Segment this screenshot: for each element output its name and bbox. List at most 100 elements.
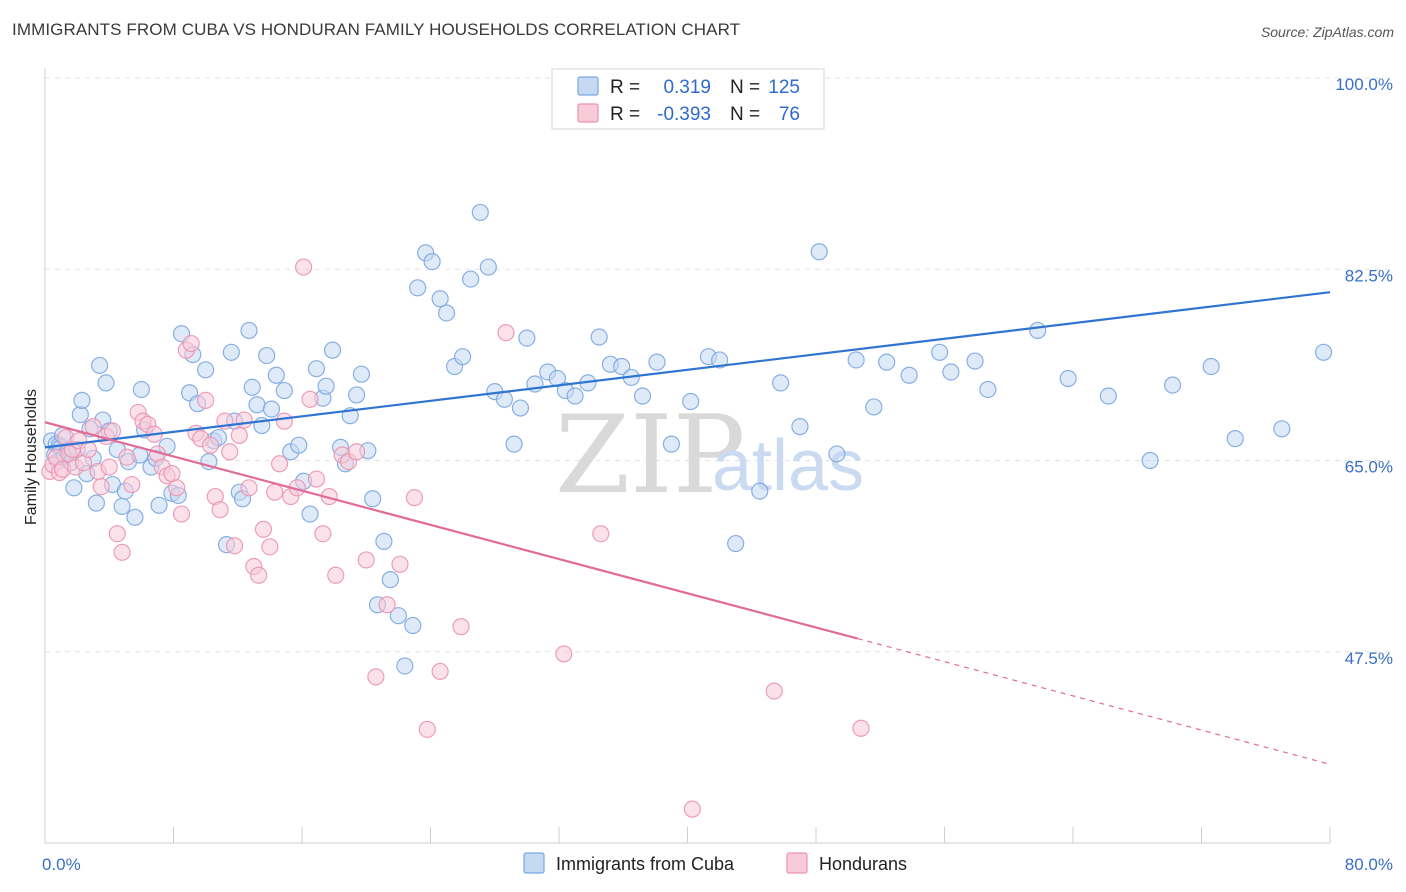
- cuba-data-point: [772, 374, 790, 392]
- cuba-data-point: [942, 363, 960, 381]
- watermark-atlas: atlas: [712, 426, 864, 506]
- cuba-data-point: [197, 361, 215, 379]
- cuba-data-point: [847, 351, 865, 369]
- honduran-data-point: [163, 465, 181, 483]
- cuba-data-point: [791, 418, 809, 436]
- honduran-data-point: [765, 682, 783, 700]
- cuba-data-point: [810, 243, 828, 261]
- legend-row-hondurans: R = -0.393 N = 76: [577, 103, 800, 125]
- trend-line-cuba: [44, 291, 1331, 449]
- cuba-data-point: [727, 534, 745, 553]
- cuba-data-point: [267, 366, 285, 384]
- legend-r-label: R =: [610, 77, 640, 98]
- cuba-data-point: [1163, 376, 1182, 394]
- cuba-data-point: [682, 392, 700, 411]
- legend-swatch-hondurans: [577, 103, 599, 123]
- bottom-legend: Immigrants from Cuba Hondurans: [523, 852, 907, 874]
- cuba-data-point: [409, 279, 427, 297]
- cuba-data-point: [979, 380, 997, 399]
- x-tick-label: 0.0%: [42, 855, 81, 874]
- legend-n-value: 125: [768, 77, 800, 98]
- cuba-data-point: [1029, 321, 1047, 340]
- watermark: ZIP atlas: [555, 393, 864, 518]
- honduran-data-point: [348, 443, 366, 461]
- gridlines: [45, 77, 1393, 653]
- honduran-data-point: [367, 668, 385, 686]
- cuba-data-point: [471, 203, 489, 222]
- cuba-data-point: [307, 360, 326, 378]
- honduran-data-point: [405, 489, 424, 507]
- honduran-data-point: [230, 426, 248, 444]
- legend-r-label: R =: [610, 104, 640, 125]
- cuba-data-point: [240, 321, 258, 340]
- cuba-data-point: [662, 435, 681, 453]
- cuba-data-point: [1226, 430, 1244, 448]
- honduran-data-point: [254, 520, 273, 538]
- data-points: [41, 203, 1333, 818]
- cuba-data-point: [511, 399, 530, 417]
- honduran-data-point: [497, 324, 515, 342]
- honduran-data-point: [431, 662, 449, 681]
- cuba-data-point: [865, 398, 883, 416]
- cuba-data-point: [87, 494, 106, 512]
- legend-r-value: -0.393: [657, 104, 711, 125]
- bottom-legend-label-hondurans: Hondurans: [819, 854, 907, 874]
- honduran-data-point: [852, 719, 870, 737]
- honduran-data-point: [92, 478, 110, 496]
- honduran-data-point: [225, 537, 244, 555]
- honduran-data-point: [172, 505, 191, 523]
- honduran-data-point: [240, 479, 258, 497]
- honduran-data-point: [266, 483, 284, 501]
- honduran-data-point: [327, 566, 345, 584]
- trend-lines: [44, 291, 1331, 765]
- honduran-data-point: [123, 475, 141, 494]
- cuba-data-point: [1059, 369, 1077, 388]
- cuba-data-point: [590, 328, 608, 346]
- cuba-data-point: [113, 497, 131, 515]
- cuba-data-point: [262, 400, 281, 418]
- chart-title: IMMIGRANTS FROM CUBA VS HONDURAN FAMILY …: [12, 20, 741, 39]
- cuba-data-point: [150, 496, 168, 514]
- honduran-data-point: [250, 566, 268, 584]
- bottom-legend-swatch-hondurans: [786, 852, 808, 874]
- honduran-data-point: [592, 525, 610, 543]
- cuba-data-point: [828, 445, 846, 463]
- y-tick-label: 47.5%: [1345, 649, 1393, 668]
- cuba-data-point: [931, 343, 949, 361]
- y-tick-label: 65.0%: [1345, 458, 1393, 477]
- honduran-data-point: [168, 479, 186, 497]
- cuba-data-point: [132, 380, 150, 399]
- legend-n-value: 76: [779, 104, 800, 125]
- trend-line-hondurans: [44, 421, 859, 640]
- honduran-data-point: [113, 543, 131, 561]
- cuba-data-point: [317, 377, 335, 395]
- honduran-data-point: [261, 538, 279, 556]
- cuba-data-point: [479, 258, 497, 276]
- honduran-data-point: [418, 720, 436, 738]
- cuba-data-point: [633, 387, 652, 405]
- cuba-data-point: [613, 357, 631, 376]
- axes: [44, 68, 1331, 844]
- y-tick-label: 100.0%: [1335, 75, 1393, 94]
- cuba-data-point: [389, 607, 407, 625]
- cuba-data-point: [1141, 451, 1159, 470]
- honduran-data-point: [314, 525, 332, 543]
- cuba-data-point: [711, 351, 729, 369]
- cuba-data-point: [222, 343, 240, 361]
- cuba-data-point: [462, 270, 480, 288]
- cuba-data-point: [248, 396, 266, 414]
- x-tick-label: 80.0%: [1345, 855, 1393, 874]
- honduran-data-point: [211, 501, 229, 519]
- cuba-data-point: [423, 253, 441, 271]
- honduran-data-point: [295, 258, 313, 276]
- y-axis-title: Family Households: [23, 389, 40, 525]
- honduran-data-point: [235, 411, 253, 429]
- honduran-data-point: [197, 391, 215, 409]
- legend-n-label: N =: [730, 104, 760, 125]
- cuba-data-point: [1314, 343, 1333, 361]
- cuba-data-point: [1273, 420, 1291, 438]
- cuba-data-point: [878, 353, 896, 371]
- cuba-data-point: [275, 381, 293, 400]
- cuba-data-point: [518, 329, 536, 347]
